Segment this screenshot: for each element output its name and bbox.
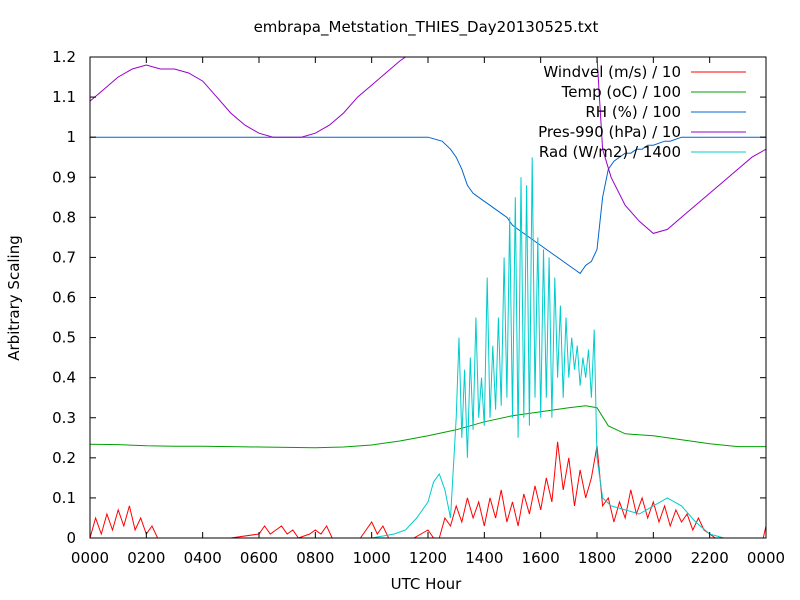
x-tick-label: 1200 <box>409 549 447 567</box>
series-line-5 <box>90 157 766 538</box>
x-tick-label: 1000 <box>353 549 391 567</box>
series-line-3 <box>90 136 766 275</box>
y-tick-label: 1 <box>66 128 76 146</box>
y-tick-label: 0.3 <box>52 409 76 427</box>
y-tick-label: 0.2 <box>52 449 76 467</box>
y-tick-label: 0 <box>66 529 76 547</box>
y-tick-label: 0.5 <box>52 329 76 347</box>
x-tick-label: 1600 <box>522 549 560 567</box>
legend: Windvel (m/s) / 10 Temp (oC) / 100 RH (%) … <box>538 63 746 161</box>
y-axis-label: Arbitrary Scaling <box>5 235 23 361</box>
x-tick-label: 0400 <box>184 549 222 567</box>
x-tick-label: 2000 <box>634 549 672 567</box>
y-tick-label: 1.1 <box>52 88 76 106</box>
y-tick-label: 0.6 <box>52 289 76 307</box>
y-tick-label: 0.1 <box>52 489 76 507</box>
x-axis-label: UTC Hour <box>391 575 462 593</box>
x-tick-label: 0000 <box>71 549 109 567</box>
x-tick-label: 0000 <box>747 549 785 567</box>
x-tick-label: 0800 <box>296 549 334 567</box>
ticks-layer: 0 0.1 0.2 0.3 0.4 0.5 0.6 0.7 0.8 0.9 1 1.1 1.2 0000 0… <box>52 48 785 567</box>
y-tick-label: 0.8 <box>52 208 76 226</box>
series-line-2 <box>90 405 766 449</box>
x-tick-label: 0600 <box>240 549 278 567</box>
x-tick-label: 0200 <box>127 549 165 567</box>
y-tick-label: 1.2 <box>52 48 76 66</box>
series-line-4 <box>90 57 766 234</box>
legend-label: Rad (W/m2) / 1400 <box>539 143 681 161</box>
legend-label: Windvel (m/s) / 10 <box>543 63 681 81</box>
x-tick-label: 2200 <box>691 549 729 567</box>
legend-label: Pres-990 (hPa) / 10 <box>538 123 681 141</box>
x-tick-label: 1400 <box>465 549 503 567</box>
chart-title: embrapa_Metstation_THIES_Day20130525.txt <box>254 18 599 37</box>
y-tick-label: 0.9 <box>52 168 76 186</box>
series-layer <box>90 57 766 538</box>
legend-label: RH (%) / 100 <box>585 103 681 121</box>
plot-frame <box>89 56 767 539</box>
x-tick-label: 1800 <box>578 549 616 567</box>
series-line-1 <box>90 441 766 538</box>
y-tick-label: 0.4 <box>52 369 76 387</box>
y-tick-label: 0.7 <box>52 248 76 266</box>
legend-label: Temp (oC) / 100 <box>561 83 681 101</box>
